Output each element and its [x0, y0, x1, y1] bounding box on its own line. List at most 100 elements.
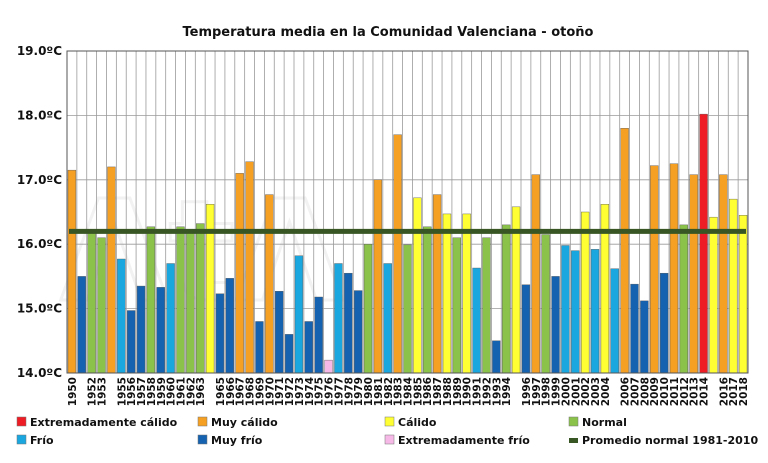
bar-1982 — [383, 263, 392, 374]
x-tick-label: 1977 — [333, 377, 345, 406]
x-tick-label: 1963 — [195, 377, 207, 406]
x-tick-label: 1970 — [264, 377, 276, 406]
x-tick-label: 1955 — [116, 377, 128, 406]
bar-1997 — [531, 174, 540, 374]
bar-2012 — [679, 224, 688, 374]
bar-1993 — [492, 340, 501, 374]
bar-2009 — [650, 165, 659, 374]
x-tick-label: 1982 — [383, 377, 395, 406]
legend-swatch-n — [568, 416, 579, 427]
x-tick-label: 1966 — [225, 377, 237, 406]
x-tick-label: 1958 — [146, 377, 158, 406]
bar-1966 — [225, 278, 234, 374]
x-tick-label: 2003 — [590, 377, 602, 406]
x-tick-label: 1983 — [393, 377, 405, 406]
x-tick-label: 1986 — [422, 377, 434, 406]
legend-swatch-ec — [16, 416, 27, 427]
bar-1953 — [97, 237, 106, 374]
bar-1952 — [87, 232, 96, 374]
bar-1956 — [127, 310, 136, 374]
x-tick-label: 1988 — [442, 377, 454, 406]
bar-2002 — [581, 211, 590, 374]
bar-1991 — [472, 267, 481, 374]
bar-2001 — [571, 250, 580, 374]
x-tick-label: 1969 — [254, 377, 266, 406]
bar-1999 — [551, 276, 560, 374]
bar-1977 — [334, 263, 343, 374]
x-tick-label: 2018 — [738, 377, 750, 406]
bar-1996 — [521, 284, 531, 374]
x-tick-label: 1991 — [472, 377, 484, 406]
x-tick-label: 2008 — [639, 377, 651, 406]
x-tick-label: 1975 — [314, 377, 326, 406]
bar-2007 — [630, 283, 639, 374]
x-tick-label: 1997 — [531, 377, 543, 406]
x-tick-label: 1957 — [136, 377, 148, 406]
bar-2014 — [699, 113, 708, 374]
legend-label-mc: Muy cálido — [211, 416, 278, 429]
bar-1972 — [284, 334, 294, 374]
x-tick-label: 1994 — [501, 377, 513, 406]
x-tick-label: 2007 — [630, 377, 642, 406]
x-tick-label: 1979 — [353, 377, 365, 406]
x-tick-label: 2012 — [679, 377, 691, 406]
x-tick-label: 2014 — [699, 377, 711, 406]
y-tick-label: 15.0ºC — [17, 302, 62, 316]
bar-1973 — [294, 255, 304, 374]
bar-2010 — [659, 272, 669, 374]
x-tick-label: 1978 — [343, 377, 355, 406]
bar-1987 — [432, 194, 442, 374]
bar-1971 — [275, 291, 284, 374]
x-tick-label: 2013 — [689, 377, 701, 406]
chart-title: Temperatura media en la Comunidad Valenc… — [183, 25, 594, 40]
bar-1975 — [314, 296, 323, 374]
y-tick-label: 17.0ºC — [17, 173, 62, 187]
bar-2016 — [719, 174, 728, 374]
x-tick-label: 1973 — [294, 377, 306, 406]
bar-1951 — [77, 276, 86, 374]
plot-frame — [66, 50, 749, 374]
bar-1978 — [344, 272, 353, 374]
bar-2008 — [640, 300, 649, 374]
bar-1967 — [235, 173, 244, 374]
legend-swatch-ref — [569, 438, 578, 443]
x-tick-label: 1974 — [304, 377, 316, 406]
x-tick-label: 1993 — [491, 377, 503, 406]
x-tick-label: 1972 — [284, 377, 296, 406]
bar-1989 — [452, 237, 461, 374]
bar-1960 — [166, 263, 175, 374]
x-tick-label: 1968 — [245, 377, 257, 406]
x-tick-label: 2004 — [600, 377, 612, 406]
bar-1988 — [442, 213, 452, 374]
x-tick-label: 1959 — [156, 377, 168, 406]
bar-1957 — [136, 285, 146, 374]
x-tick-label: 1960 — [166, 377, 178, 406]
legend-label-n: Normal — [582, 416, 627, 429]
legend-label-mf: Muy frío — [211, 434, 263, 447]
bar-1969 — [255, 321, 264, 374]
bar-1959 — [156, 287, 165, 374]
bar-1976 — [324, 359, 333, 374]
x-tick-label: 1987 — [432, 377, 444, 406]
x-tick-label: 1950 — [67, 377, 79, 406]
x-tick-label: 2017 — [728, 377, 740, 406]
bar-2017 — [729, 198, 738, 374]
x-tick-label: 2001 — [570, 377, 582, 406]
x-tick-label: 1992 — [481, 377, 493, 406]
bar-2018 — [738, 215, 748, 374]
bar-1970 — [265, 194, 274, 374]
bar-1984 — [403, 244, 412, 374]
bar-1998 — [541, 234, 550, 374]
legend-swatch-c — [384, 416, 395, 427]
bar-1958 — [146, 226, 156, 374]
bar-1985 — [413, 197, 422, 374]
x-tick-label: 1985 — [412, 377, 424, 406]
x-tick-label: 2011 — [669, 377, 681, 406]
x-tick-label: 2000 — [560, 377, 572, 406]
x-tick-label: 1971 — [274, 377, 286, 406]
y-tick-label: 16.0ºC — [17, 237, 62, 251]
bar-1974 — [304, 321, 313, 374]
x-tick-label: 1990 — [462, 377, 474, 406]
bar-2011 — [669, 163, 679, 374]
